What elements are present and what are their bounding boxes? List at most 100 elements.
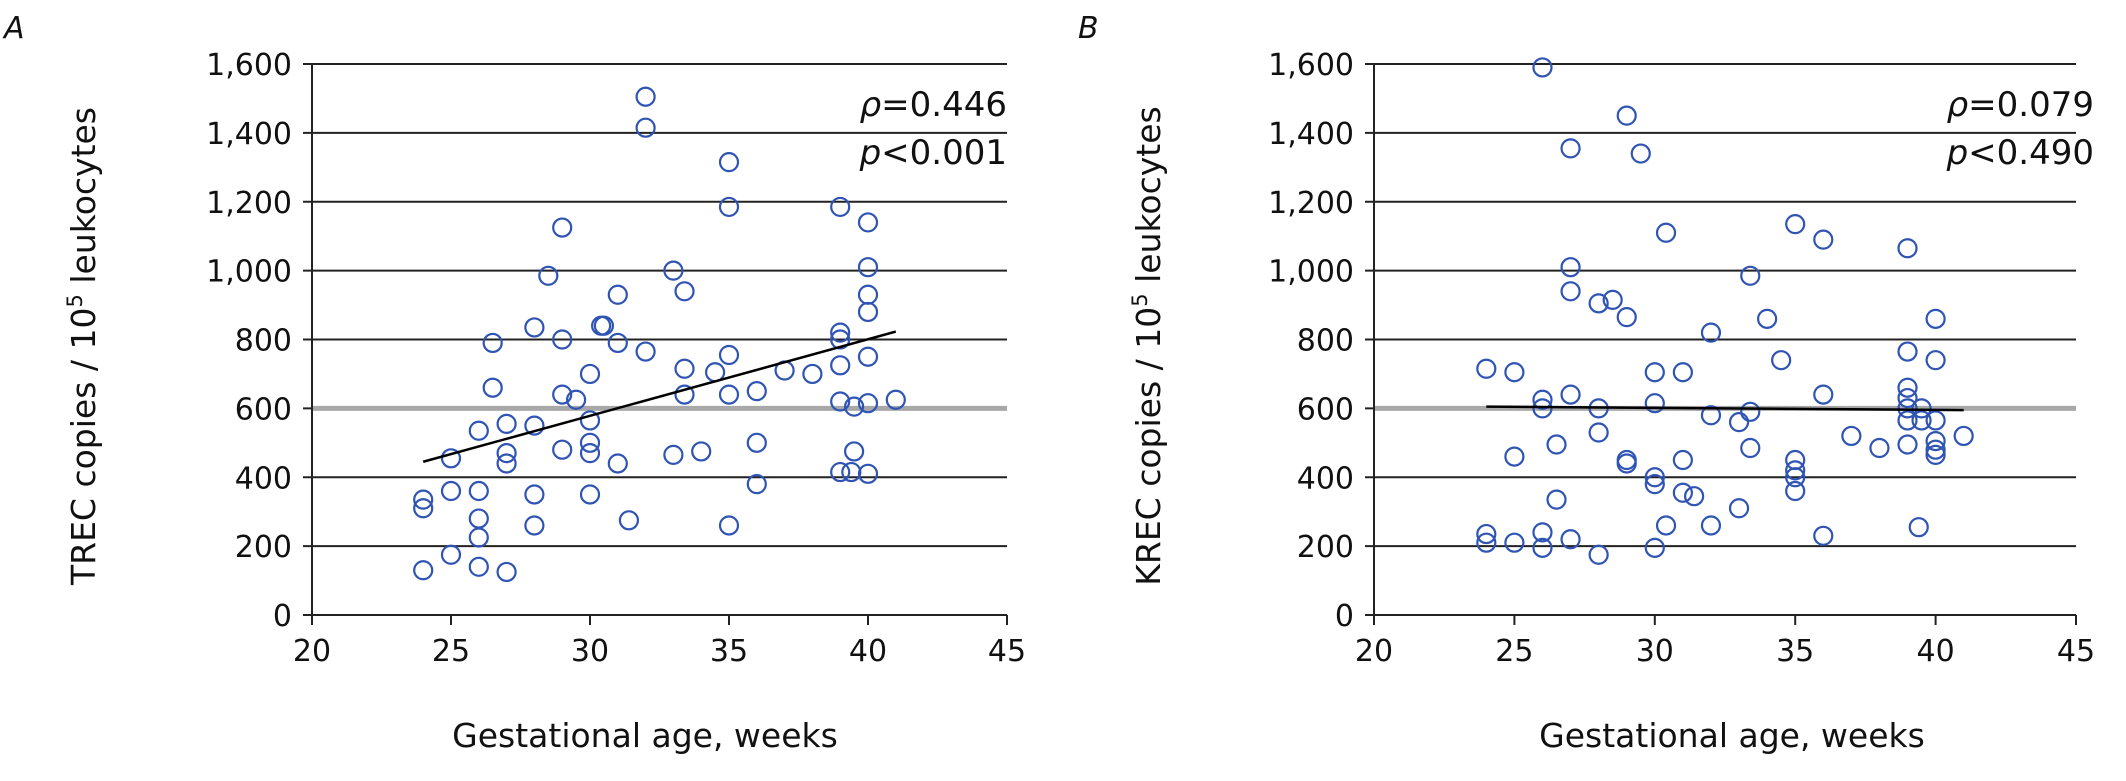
y-tick-label: 400 xyxy=(1297,461,1354,496)
data-point xyxy=(857,346,879,367)
data-point xyxy=(468,480,489,502)
data-point xyxy=(1616,307,1637,328)
data-point xyxy=(1785,449,1806,471)
data-point xyxy=(1897,410,1918,431)
panel-a-y-axis-title-superscript: 5 xyxy=(63,294,87,307)
panel-b-y-axis-title-superscript: 5 xyxy=(1128,293,1152,306)
panel-b-rho-symbol: ρ xyxy=(1947,85,1969,125)
panel-b-points xyxy=(1476,57,1974,565)
panel-b-y-axis-title-main: KREC copies / 10 xyxy=(1129,307,1168,586)
data-point xyxy=(468,420,489,441)
data-point xyxy=(1588,422,1609,443)
data-point xyxy=(1476,532,1497,553)
data-point xyxy=(1504,446,1525,467)
x-tick-label: 40 xyxy=(1917,634,1955,669)
panel-b-y-axis-title: KREC copies / 105 leukocytes xyxy=(1128,106,1168,585)
data-point xyxy=(635,86,656,107)
panel-b-x-tick-labels: 20 25 30 35 40 45 xyxy=(1355,615,2095,669)
data-point xyxy=(1700,405,1722,426)
y-tick-label: 600 xyxy=(235,392,292,427)
data-point xyxy=(1532,398,1553,419)
data-point xyxy=(552,329,573,350)
panel-a-x-tick-labels: 20 25 30 35 40 45 xyxy=(293,615,1026,669)
data-point xyxy=(1700,322,1722,343)
data-point xyxy=(635,341,656,362)
panel-a-grid xyxy=(312,63,1007,548)
data-point xyxy=(1644,362,1665,383)
data-point xyxy=(1672,482,1693,503)
data-point xyxy=(579,363,601,385)
data-point xyxy=(1925,350,1946,371)
panel-b-label: B xyxy=(1078,11,1099,46)
data-point xyxy=(1532,522,1553,543)
data-point xyxy=(746,432,767,453)
data-point xyxy=(538,265,559,286)
data-point xyxy=(1785,460,1806,481)
data-point xyxy=(1504,362,1525,383)
data-point xyxy=(1897,387,1918,409)
data-point xyxy=(841,461,862,483)
data-point xyxy=(1476,358,1497,379)
panel-a-rho-annotation: ρ=0.446 xyxy=(860,85,1007,125)
data-point xyxy=(1588,544,1609,565)
data-point xyxy=(830,329,851,350)
data-point xyxy=(1560,138,1581,159)
panel-b-x-axis-title: Gestational age, weeks xyxy=(1539,716,1925,755)
data-point xyxy=(830,461,851,483)
data-point xyxy=(1644,537,1665,558)
data-point xyxy=(618,510,640,531)
data-point xyxy=(607,453,628,474)
data-point xyxy=(830,391,851,412)
data-point xyxy=(496,561,517,583)
panel-b-y-tick-labels: 0 200 400 600 800 1,000 1,200 1,400 1,600 xyxy=(1268,48,1374,634)
data-point xyxy=(1700,515,1722,536)
data-point xyxy=(607,284,628,305)
panel-a-y-axis-title-main: TREC copies / 10 xyxy=(64,307,103,586)
data-point xyxy=(1546,489,1567,510)
data-point xyxy=(718,152,740,173)
data-point xyxy=(593,315,615,336)
data-point xyxy=(524,317,545,338)
data-point xyxy=(718,196,740,218)
y-tick-label: 1,200 xyxy=(206,186,292,221)
y-tick-label: 1,400 xyxy=(1268,117,1354,152)
panel-b-krec-scatter: B 0 200 400 600 800 1,000 1,200 1,400 1,600 20 25… xyxy=(1078,11,2095,755)
data-point xyxy=(1546,434,1567,455)
panel-a-p-symbol: p xyxy=(859,133,882,173)
data-point xyxy=(1504,532,1525,553)
panel-a-y-tick-labels: 0 200 400 600 800 1,000 1,200 1,400 1,600 xyxy=(206,48,312,634)
data-point xyxy=(1532,537,1553,558)
data-point xyxy=(1532,57,1553,78)
data-point xyxy=(857,393,879,414)
data-point xyxy=(1897,238,1918,259)
data-point xyxy=(1588,293,1609,314)
panel-b-grid xyxy=(1374,63,2076,548)
data-point xyxy=(1785,214,1806,235)
data-point xyxy=(552,439,573,460)
data-point xyxy=(1908,517,1929,538)
data-point xyxy=(1740,437,1761,459)
x-tick-label: 25 xyxy=(1495,634,1533,669)
panel-b-trendline xyxy=(1486,405,1964,412)
data-point xyxy=(843,441,865,462)
data-point xyxy=(1655,222,1677,243)
data-point xyxy=(468,556,489,577)
data-point xyxy=(496,413,517,434)
data-point xyxy=(1560,384,1581,405)
data-point xyxy=(691,441,712,462)
data-point xyxy=(1925,444,1946,465)
data-point xyxy=(1740,265,1761,286)
panel-b-p-symbol: p xyxy=(1946,133,1969,173)
x-tick-label: 35 xyxy=(710,634,748,669)
data-point xyxy=(1925,439,1946,460)
y-tick-label: 1,000 xyxy=(206,255,292,290)
data-point xyxy=(468,508,489,529)
data-point xyxy=(830,355,851,376)
data-point xyxy=(674,358,695,379)
data-point xyxy=(1728,498,1750,519)
data-point xyxy=(579,410,601,431)
x-tick-label: 30 xyxy=(571,634,609,669)
data-point xyxy=(885,389,906,410)
data-point xyxy=(1684,486,1705,507)
